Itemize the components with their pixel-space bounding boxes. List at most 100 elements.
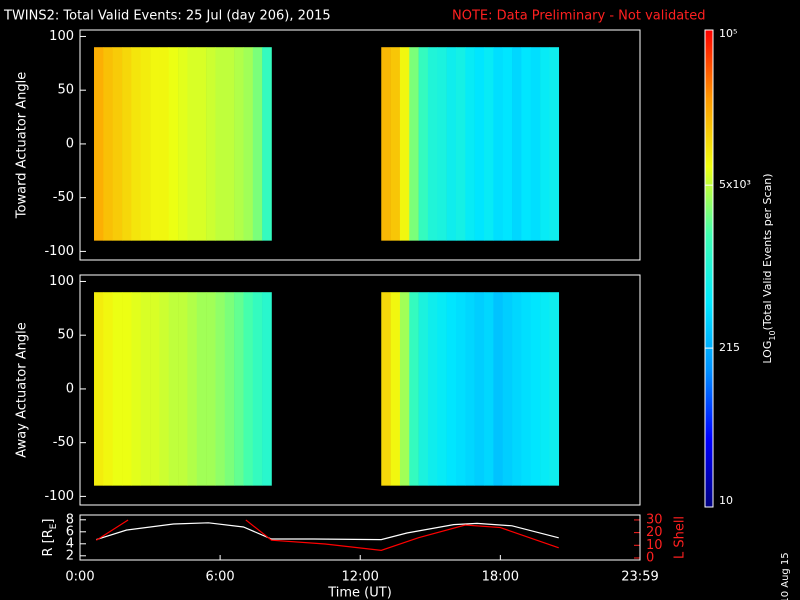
heatmap-cell [446, 292, 457, 486]
heatmap-cell [252, 292, 263, 486]
y-axis-label: Toward Actuator Angle [15, 72, 30, 219]
heatmap-cell [159, 47, 170, 241]
heatmap-cell [196, 47, 207, 241]
plot-frame [79, 514, 641, 561]
heatmap-cell [94, 292, 104, 486]
y-tick-label: -100 [44, 244, 74, 259]
note: NOTE: Data Preliminary - Not validated [452, 9, 706, 24]
heatmap-cell [178, 47, 188, 241]
heatmap-cell [484, 292, 494, 486]
heatmap-cell [215, 47, 226, 241]
heatmap-cell [512, 292, 522, 486]
y-tick-label: 8 [66, 512, 74, 527]
y-axis-label-part: ] [41, 518, 56, 523]
heatmap-cell [399, 47, 410, 241]
y-tick-label: 2 [66, 548, 74, 563]
heatmap-cell [455, 47, 466, 241]
y2-tick-label: 10 [646, 538, 663, 553]
y-tick-label: 50 [57, 83, 74, 98]
colorbar-tick-label: 10 [719, 494, 733, 507]
heatmap-cell [215, 292, 226, 486]
heatmap-cell [131, 47, 142, 241]
heatmap-cell [140, 47, 151, 241]
heatmap-cell [381, 292, 391, 486]
y-tick-label: -50 [53, 435, 74, 450]
y-tick-label: 6 [66, 524, 74, 539]
heatmap-cell [409, 292, 419, 486]
y-tick-label: 100 [49, 274, 74, 289]
heatmap-cell [112, 292, 123, 486]
heatmap-cell [521, 292, 532, 486]
colorbar-tick-label: 10⁵ [719, 27, 737, 40]
heatmap-cell [418, 47, 429, 241]
heatmap-cell [234, 47, 244, 241]
heatmap-cell [94, 47, 104, 241]
x-tick-label: 23:59 [621, 570, 658, 585]
colorbar [704, 29, 714, 508]
heatmap-cell [103, 292, 113, 486]
heatmap-cell [484, 47, 494, 241]
line [96, 522, 559, 541]
heatmap-cell [493, 292, 503, 486]
heatmap-cell [122, 47, 132, 241]
heatmap-cell [502, 292, 513, 486]
title: TWINS2: Total Valid Events: 25 Jul (day … [3, 9, 331, 24]
heatmap-cell [427, 292, 438, 486]
heatmap-cell [540, 47, 550, 241]
y-tick-label: 100 [49, 29, 74, 44]
heatmap-cell [178, 292, 188, 486]
y2-axis-label: L Shell [673, 516, 688, 559]
x-tick-label: 12:00 [341, 570, 378, 585]
heatmap-cell [474, 47, 485, 241]
plot-frame [79, 274, 641, 506]
y2-tick-label: 30 [646, 512, 663, 527]
heatmap-cell [112, 47, 123, 241]
y-tick-label: 4 [66, 536, 74, 551]
colorbar-label-part: (Total Valid Events per Scan) [761, 173, 774, 330]
heatmap-cell [465, 292, 475, 486]
colorbar-label: LOG10(Total Valid Events per Scan) [761, 173, 777, 363]
heatmap-cell [206, 292, 216, 486]
heatmap-cell [140, 292, 151, 486]
heatmap-cell [493, 47, 503, 241]
x-tick-label: 18:00 [482, 570, 519, 585]
heatmap-cell [437, 47, 447, 241]
heatmap-cell [455, 292, 466, 486]
heatmap-cell [224, 292, 235, 486]
heatmap-cell [168, 292, 179, 486]
heatmap-cell [159, 292, 170, 486]
heatmap-cell [196, 292, 207, 486]
heatmap-cell [437, 292, 447, 486]
heatmap-cell [530, 292, 541, 486]
date-stamp: 10 Aug 15 [780, 552, 791, 600]
colorbar-label-part: LOG [761, 341, 774, 364]
heatmap-cell [122, 292, 132, 486]
heatmap-cell [262, 292, 272, 486]
plot-frame [79, 29, 641, 261]
heatmap-cell [243, 292, 254, 486]
heatmap-cell [399, 292, 410, 486]
heatmap-cell [409, 47, 419, 241]
y-axis-label: Away Actuator Angle [15, 322, 30, 457]
heatmap-cell [474, 292, 485, 486]
y-axis-label-part: E [49, 523, 59, 529]
heatmap-cell [465, 47, 475, 241]
heatmap-cell [131, 292, 142, 486]
heatmap-cell [521, 47, 532, 241]
y-axis-label-part: R [R [41, 529, 56, 556]
y-tick-label: -50 [53, 190, 74, 205]
y2-tick-label: 0 [646, 550, 654, 565]
heatmap-cell [206, 47, 216, 241]
heatmap-cell [530, 47, 541, 241]
heatmap-cell [549, 292, 560, 486]
y2-tick-label: 20 [646, 525, 663, 540]
heatmap-cell [427, 47, 438, 241]
heatmap-cell [502, 47, 513, 241]
heatmap-cell [446, 47, 457, 241]
y-tick-label: 50 [57, 328, 74, 343]
heatmap-cell [549, 47, 560, 241]
y-tick-label: 0 [66, 381, 74, 396]
heatmap-cell [234, 292, 244, 486]
heatmap-cell [150, 292, 160, 486]
